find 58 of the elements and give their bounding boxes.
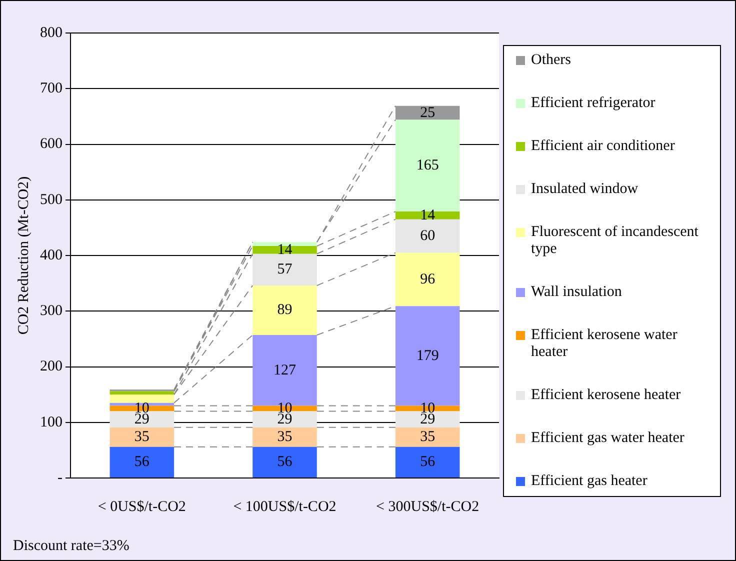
bar — [252, 427, 317, 447]
bar — [110, 411, 174, 428]
data-label: 89 — [277, 302, 292, 318]
bar — [395, 219, 460, 253]
y-tick-label: 300 — [40, 303, 62, 320]
bar — [252, 446, 317, 478]
y-tick-label: - — [58, 470, 62, 486]
legend-label: Efficient air conditioner — [531, 138, 675, 155]
data-label: 35 — [420, 429, 436, 446]
legend-label: Others — [531, 52, 571, 69]
legend-label: Efficient kerosene water heater — [531, 327, 678, 361]
bar — [395, 212, 460, 220]
y-tick-label: 200 — [40, 358, 62, 375]
x-tick-label: < 300US$/t-CO2 — [376, 498, 480, 515]
data-label: 56 — [277, 454, 293, 470]
y-tick-label: 700 — [40, 80, 62, 97]
bar — [110, 394, 174, 403]
legend-label: Wall insulation — [531, 284, 622, 301]
x-tick-label: < 0US$/t-CO2 — [98, 498, 186, 515]
legend-label: Efficient gas heater — [531, 473, 648, 490]
bar — [110, 391, 174, 395]
data-label: 35 — [134, 429, 150, 446]
y-tick-label: 600 — [40, 136, 62, 152]
legend-label: Efficient kerosene heater — [531, 387, 681, 404]
legend-label: Efficient gas water heater — [531, 430, 684, 447]
text: Discount rate=33% — [13, 538, 130, 555]
bar — [252, 246, 317, 254]
data-label: 25 — [420, 104, 436, 121]
data-label: 179 — [416, 348, 439, 364]
bar — [252, 411, 317, 428]
y-tick-label: 400 — [40, 247, 62, 264]
y-tick-label: 500 — [40, 192, 62, 208]
data-label: 127 — [274, 362, 296, 378]
data-label: 56 — [420, 454, 436, 470]
data-label: 35 — [277, 429, 292, 446]
data-label: 165 — [416, 158, 439, 174]
data-label: 14 — [420, 207, 436, 224]
bar — [252, 286, 317, 336]
bar — [110, 427, 174, 447]
data-label: 60 — [420, 228, 436, 244]
legend-label: Efficient refrigerator — [531, 95, 656, 112]
y-axis-title: CO2 Reduction (Mt-CO2) — [16, 176, 32, 335]
bar — [395, 446, 460, 478]
x-tick-label: < 100US$/t-CO2 — [233, 498, 336, 515]
data-label: 14 — [277, 242, 293, 258]
data-label: 56 — [134, 454, 150, 470]
bar — [110, 446, 174, 478]
bar — [395, 411, 460, 428]
data-label: 57 — [277, 262, 293, 278]
bar — [395, 252, 460, 306]
legend-label: Fluorescent of incandescent type — [531, 224, 700, 258]
y-tick-label: 100 — [40, 414, 62, 430]
bar — [395, 427, 460, 447]
legend-label: Insulated window — [531, 181, 638, 198]
bar — [252, 254, 317, 286]
data-label: 96 — [420, 271, 436, 288]
y-tick-label: 800 — [40, 24, 62, 41]
bar — [395, 106, 460, 120]
